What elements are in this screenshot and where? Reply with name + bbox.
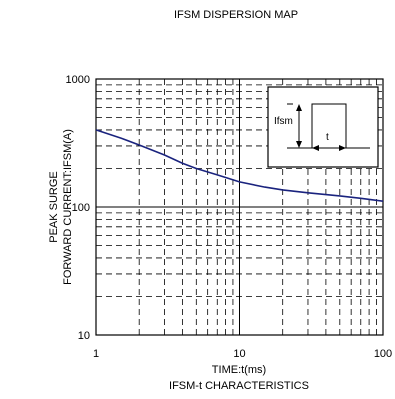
x-axis-label: TIME:t(ms) [212, 364, 266, 376]
chart-subtitle: IFSM-t CHARACTERISTICS [169, 380, 309, 392]
inset-current-arrowhead-down [296, 141, 302, 148]
pulse-inset: Ifsm t [267, 86, 379, 168]
inset-current-arrowhead-up [296, 104, 302, 111]
inset-box [267, 86, 379, 168]
inset-time-arrowhead-left [312, 145, 319, 151]
y-tick-label: 100 [72, 202, 90, 214]
x-tick-label: 100 [374, 348, 392, 360]
y-tick-label: 10 [78, 330, 90, 342]
inset-time-arrowhead-right [339, 145, 346, 151]
inset-pulse [311, 103, 347, 148]
series-line [95, 129, 384, 202]
y-axis-label-line2: FORWARD CURRENT:IFSM(A) [62, 129, 74, 285]
inset-time-label: t [326, 132, 329, 143]
x-tick-label: 10 [233, 348, 245, 360]
major-grid [96, 79, 383, 335]
inset-current-label: Ifsm [274, 116, 293, 127]
y-tick-label: 1000 [66, 74, 90, 86]
x-tick-label: 1 [93, 348, 99, 360]
y-tick-labels: 10 100 1000 [66, 74, 90, 342]
y-axis-label-line1: PEAK SURGE [48, 171, 60, 243]
plot-frame [95, 78, 384, 336]
x-tick-labels: 1 10 100 [93, 348, 392, 360]
chart-title: IFSM DISPERSION MAP [174, 9, 298, 21]
